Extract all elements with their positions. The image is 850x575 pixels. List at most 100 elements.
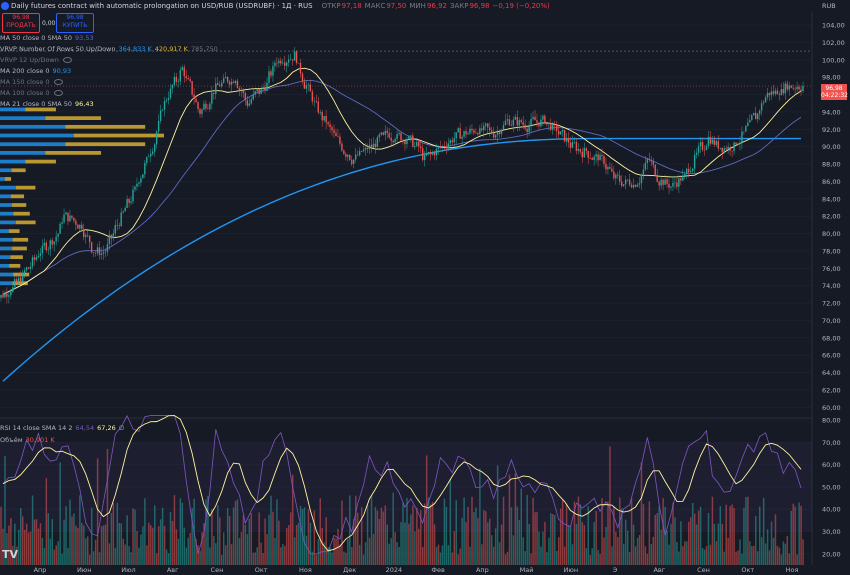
indicator-vrvp2[interactable]: VRVP 12 Up/Down — [0, 56, 72, 64]
volume-bar — [157, 526, 160, 565]
volume-bar — [406, 498, 408, 565]
indicator-volume[interactable]: Объём 30,901 K — [0, 436, 55, 444]
indicator-ma100[interactable]: MA 100 close 0 — [0, 89, 63, 97]
ma50-line — [2, 79, 802, 295]
candle-body — [191, 81, 193, 95]
axes: 60,00 62,00 64,00 66,00 68,00 70,00 72,00 74,00… — [34, 22, 845, 574]
eye-icon[interactable] — [53, 90, 63, 96]
volume-bar — [613, 506, 615, 565]
candle-body — [187, 78, 189, 80]
candle-body — [510, 125, 513, 126]
volume-bar — [772, 537, 775, 565]
volume-bar — [297, 522, 300, 565]
candle-body — [319, 112, 321, 113]
candle-body — [295, 51, 298, 63]
rsi-tick-label: 20,00 — [822, 550, 841, 558]
candle-body — [75, 220, 77, 225]
indicator-ma150[interactable]: MA 150 close 0 — [0, 78, 63, 86]
candle-body — [69, 215, 71, 222]
volume-bar — [398, 546, 400, 565]
candle-body — [686, 168, 688, 174]
candle-body — [469, 128, 471, 134]
candle-body — [723, 148, 725, 153]
volume-bar — [85, 538, 87, 565]
volume-bar — [256, 547, 258, 565]
vp-down-bar — [13, 272, 30, 277]
volume-bar — [743, 507, 745, 565]
volume-bar — [699, 506, 702, 565]
volume-bar — [489, 518, 491, 565]
candle-body — [431, 152, 434, 155]
volume-bar — [63, 519, 65, 565]
volume-bar — [506, 551, 509, 565]
volume-bar — [205, 499, 207, 565]
indicator-ma50[interactable]: MA 50 close 0 SMA 50 93,53 — [0, 34, 94, 42]
candle-body — [61, 222, 63, 224]
volume-bar — [33, 519, 36, 565]
volume-bar — [713, 523, 716, 565]
indicator-ma21[interactable]: MA 21 close 0 SMA 50 96,43 — [0, 100, 94, 108]
vp-down-bar — [73, 133, 164, 138]
candle-body — [211, 92, 213, 104]
volume-bar — [504, 554, 507, 565]
volume-bars — [0, 446, 804, 565]
candle-body — [756, 113, 759, 120]
volume-bar — [382, 511, 385, 565]
volume-bar — [45, 478, 48, 565]
volume-bar — [197, 545, 199, 565]
volume-bar — [319, 498, 322, 565]
volume-bar — [169, 512, 172, 565]
candle-body — [120, 212, 122, 227]
volume-bar — [232, 507, 235, 565]
candle-body — [382, 132, 384, 135]
candle-body — [179, 70, 182, 82]
volume-bar — [644, 546, 647, 565]
candle-body — [224, 76, 227, 79]
indicator-rsi[interactable]: RSI 14 close SMA 14 2 64,54 67,26 ∅ — [0, 424, 124, 432]
eye-icon[interactable] — [62, 57, 72, 63]
volume-bar — [18, 529, 20, 565]
eye-icon[interactable] — [53, 79, 63, 85]
candle-body — [329, 124, 331, 128]
buy-label: КУПИТЬ — [62, 22, 88, 29]
candle-body — [14, 279, 16, 288]
candle-body — [504, 120, 507, 126]
sell-button[interactable]: 96,98 ПРОДАТЬ — [2, 13, 40, 33]
ma21-label: MA 21 close 0 SMA 50 — [0, 100, 72, 108]
buy-button[interactable]: 96,98 КУПИТЬ — [56, 13, 94, 33]
volume-bar — [87, 536, 89, 565]
candle-body — [703, 149, 706, 151]
candle-body — [157, 120, 160, 132]
candle-body — [260, 88, 262, 94]
price-tick-label: 84,00 — [822, 195, 841, 203]
candle-body — [90, 242, 93, 253]
candle-body — [51, 240, 53, 245]
candle-body — [461, 136, 463, 139]
volume-bar — [757, 551, 759, 565]
volume-bar — [31, 495, 34, 565]
volume-bar — [43, 547, 46, 565]
candle-body — [2, 295, 4, 298]
candle-body — [39, 253, 42, 256]
volume-bar — [65, 506, 67, 565]
volume-bar — [360, 507, 363, 565]
volume-bar — [540, 546, 542, 565]
candle-body — [268, 71, 270, 83]
volume-bar — [660, 529, 662, 565]
volume-bar — [2, 528, 4, 565]
candle-body — [601, 154, 603, 156]
candle-body — [619, 175, 621, 182]
indicator-ma200[interactable]: MA 200 close 0 90,93 — [0, 67, 71, 75]
volume-bar — [293, 537, 296, 565]
volume-bar — [427, 497, 430, 565]
vp-up-bar — [0, 237, 13, 242]
volume-bar — [264, 518, 266, 565]
volume-bar — [569, 527, 572, 565]
volume-bar — [37, 528, 40, 565]
volume-bar — [457, 554, 459, 565]
symbol-title[interactable]: Daily futures contract with automatic pr… — [11, 2, 313, 10]
candle-body — [575, 142, 578, 151]
volume-bar — [492, 546, 495, 565]
